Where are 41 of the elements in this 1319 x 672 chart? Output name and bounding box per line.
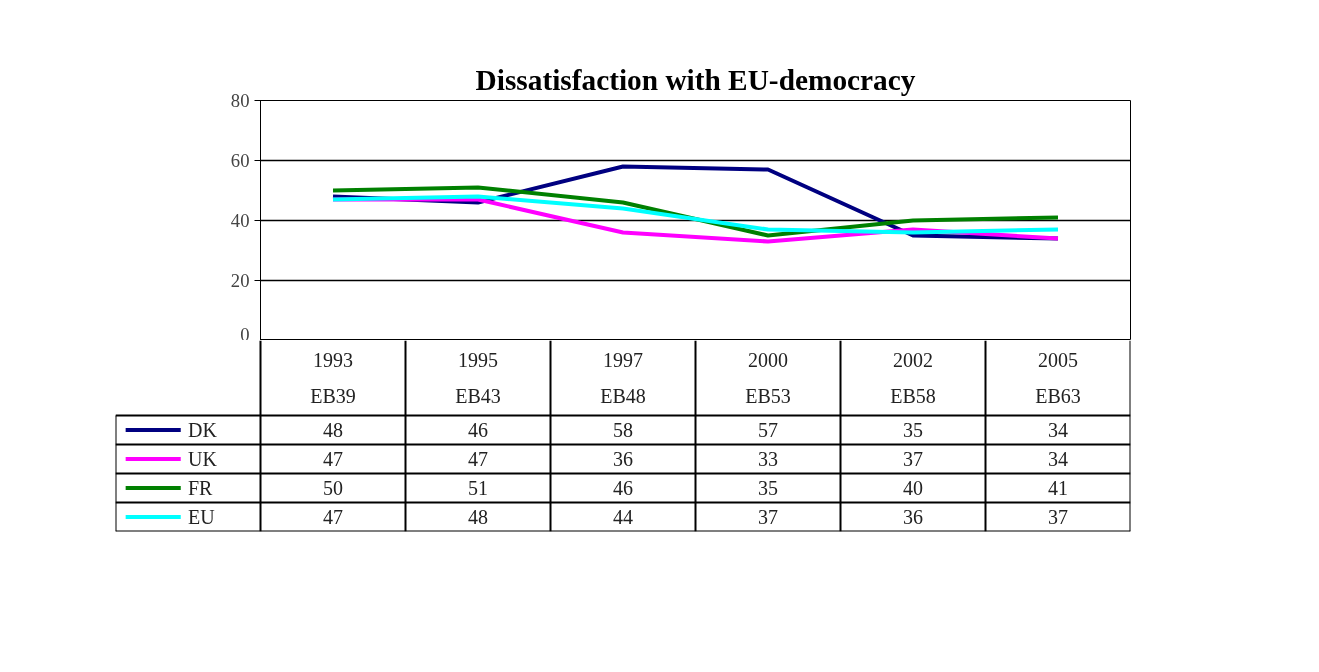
y-tick-label: 20: [230, 270, 250, 291]
data-label: 36: [903, 506, 923, 528]
x-tick-label: 2005 EB63: [1035, 349, 1081, 407]
x-tick-label: 2000 EB53: [745, 349, 791, 407]
data-label: 50: [323, 477, 343, 499]
data-label: 47: [468, 448, 488, 470]
data-label: 35: [758, 477, 778, 499]
legend-label: FR: [188, 477, 214, 499]
chart-title: Dissatisfaction with EU-democracy: [475, 63, 916, 96]
y-tick-label: 40: [230, 210, 250, 231]
data-label: 57: [758, 419, 778, 441]
data-label: 37: [1048, 506, 1068, 528]
data-label: 37: [903, 448, 923, 470]
data-label: 48: [323, 419, 343, 441]
data-label: 44: [613, 506, 633, 528]
data-label: 48: [468, 506, 488, 528]
data-label: 41: [1048, 477, 1068, 499]
data-label: 46: [468, 419, 488, 441]
y-tick-label: 60: [230, 150, 250, 171]
x-tick-label: 1993 EB39: [310, 349, 356, 407]
data-label: 36: [613, 448, 633, 470]
x-tick-label: 2002 EB58: [890, 349, 936, 407]
y-tick-label: 0: [240, 323, 250, 345]
x-tick-label: 1995 EB43: [455, 349, 501, 407]
line-series: [331, 194, 1060, 235]
data-label: 40: [903, 477, 923, 499]
data-label: 33: [758, 448, 778, 470]
data-label: 58: [613, 419, 633, 441]
data-label: 34: [1048, 448, 1068, 470]
legend-label: DK: [188, 419, 218, 441]
data-label: 51: [468, 477, 488, 499]
data-label: 35: [903, 419, 923, 441]
x-tick-label: 1997 EB48: [600, 349, 646, 407]
y-tick-label: 80: [230, 90, 250, 111]
legend-label: EU: [188, 506, 216, 528]
data-label: 47: [323, 448, 343, 470]
data-label: 34: [1048, 419, 1068, 441]
data-label: 47: [323, 506, 343, 528]
legend-label: UK: [188, 448, 218, 470]
data-label: 46: [613, 477, 633, 499]
data-label: 37: [758, 506, 778, 528]
